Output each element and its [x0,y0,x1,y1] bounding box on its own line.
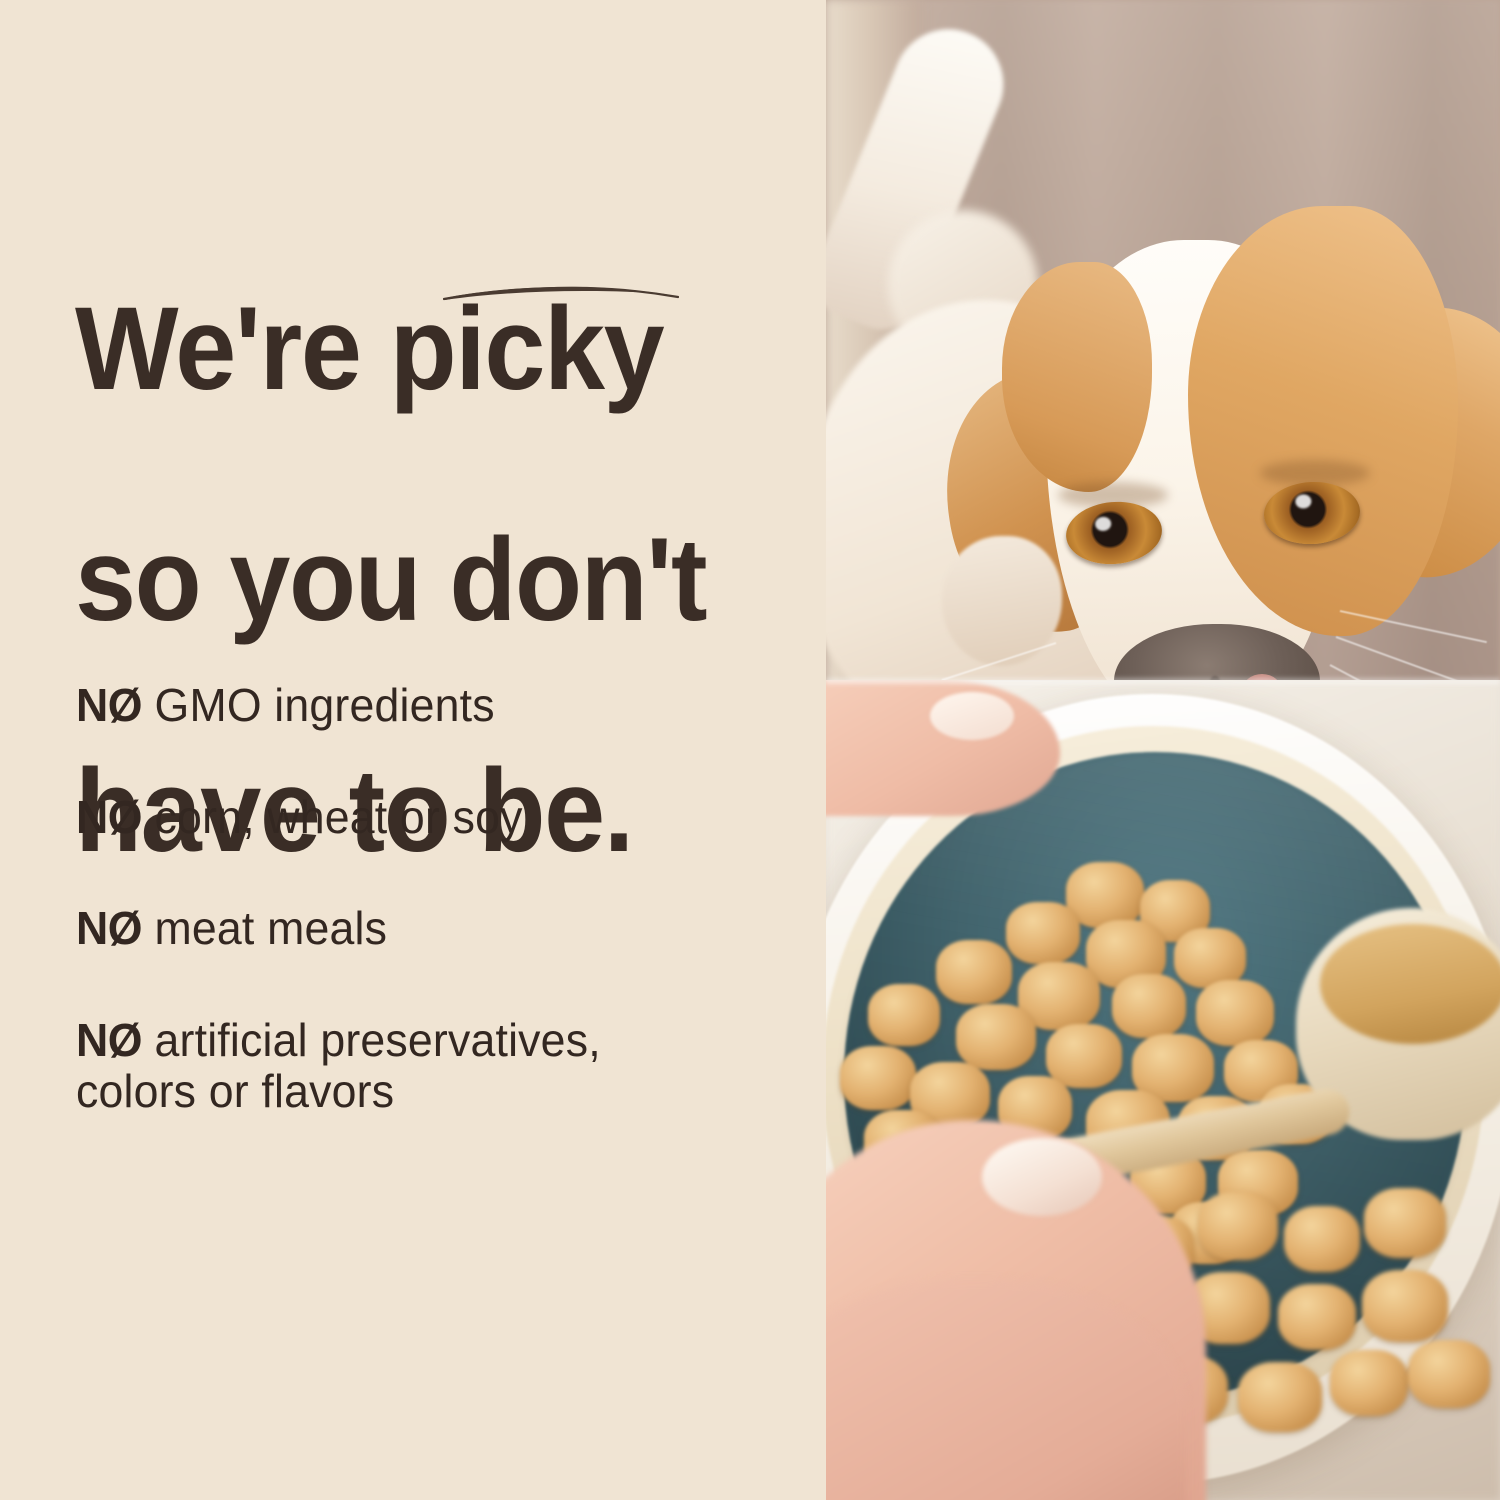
hand-lower-fingers [826,1280,1186,1500]
measuring-scoop-kibble [1320,924,1500,1044]
headline-line-2: so you don't [75,513,708,646]
claim-item-gmo: NØ GMO ingredients [76,679,755,732]
photo-bowl [826,680,1500,1500]
claim-text: corn, wheat or soy [141,790,523,843]
eye-highlight [1094,516,1112,532]
photo-seam [826,676,1500,686]
claims-list: NØ GMO ingredients NØ corn, wheat or soy… [76,679,776,1118]
finger-nail [982,1138,1102,1216]
dog-head [930,206,1500,712]
claim-prefix: NØ [76,790,142,843]
eye-highlight [1295,494,1312,509]
claim-text: GMO ingredients [141,679,495,731]
dog-fur-patch-left [1002,262,1152,492]
headline-line-1: We're picky [75,282,665,415]
photo-column [826,0,1500,1500]
claim-text: meat meals [141,902,388,955]
claim-prefix: NØ [76,902,142,955]
claim-item-artificial-preservatives: NØ artificial preservatives, colors or f… [76,1013,755,1118]
copy-panel: We're picky so you don't have to be. NØ … [75,176,776,1118]
claim-item-corn-wheat-soy: NØ corn, wheat or soy [76,790,755,844]
claim-text: artificial preservatives, colors or flav… [76,1013,601,1118]
dog-fur-patch-right [1188,206,1458,636]
claim-prefix: NØ [76,679,142,731]
claim-item-meat-meals: NØ meat meals [76,902,755,955]
dog-ear-left-tip [942,536,1062,666]
headline: We're picky so you don't have to be. [75,176,745,985]
thumb-nail-upper [930,692,1014,740]
photo-dog [826,0,1500,712]
claim-prefix: NØ [76,1013,142,1066]
headline-line-3: have to be. [75,745,634,878]
